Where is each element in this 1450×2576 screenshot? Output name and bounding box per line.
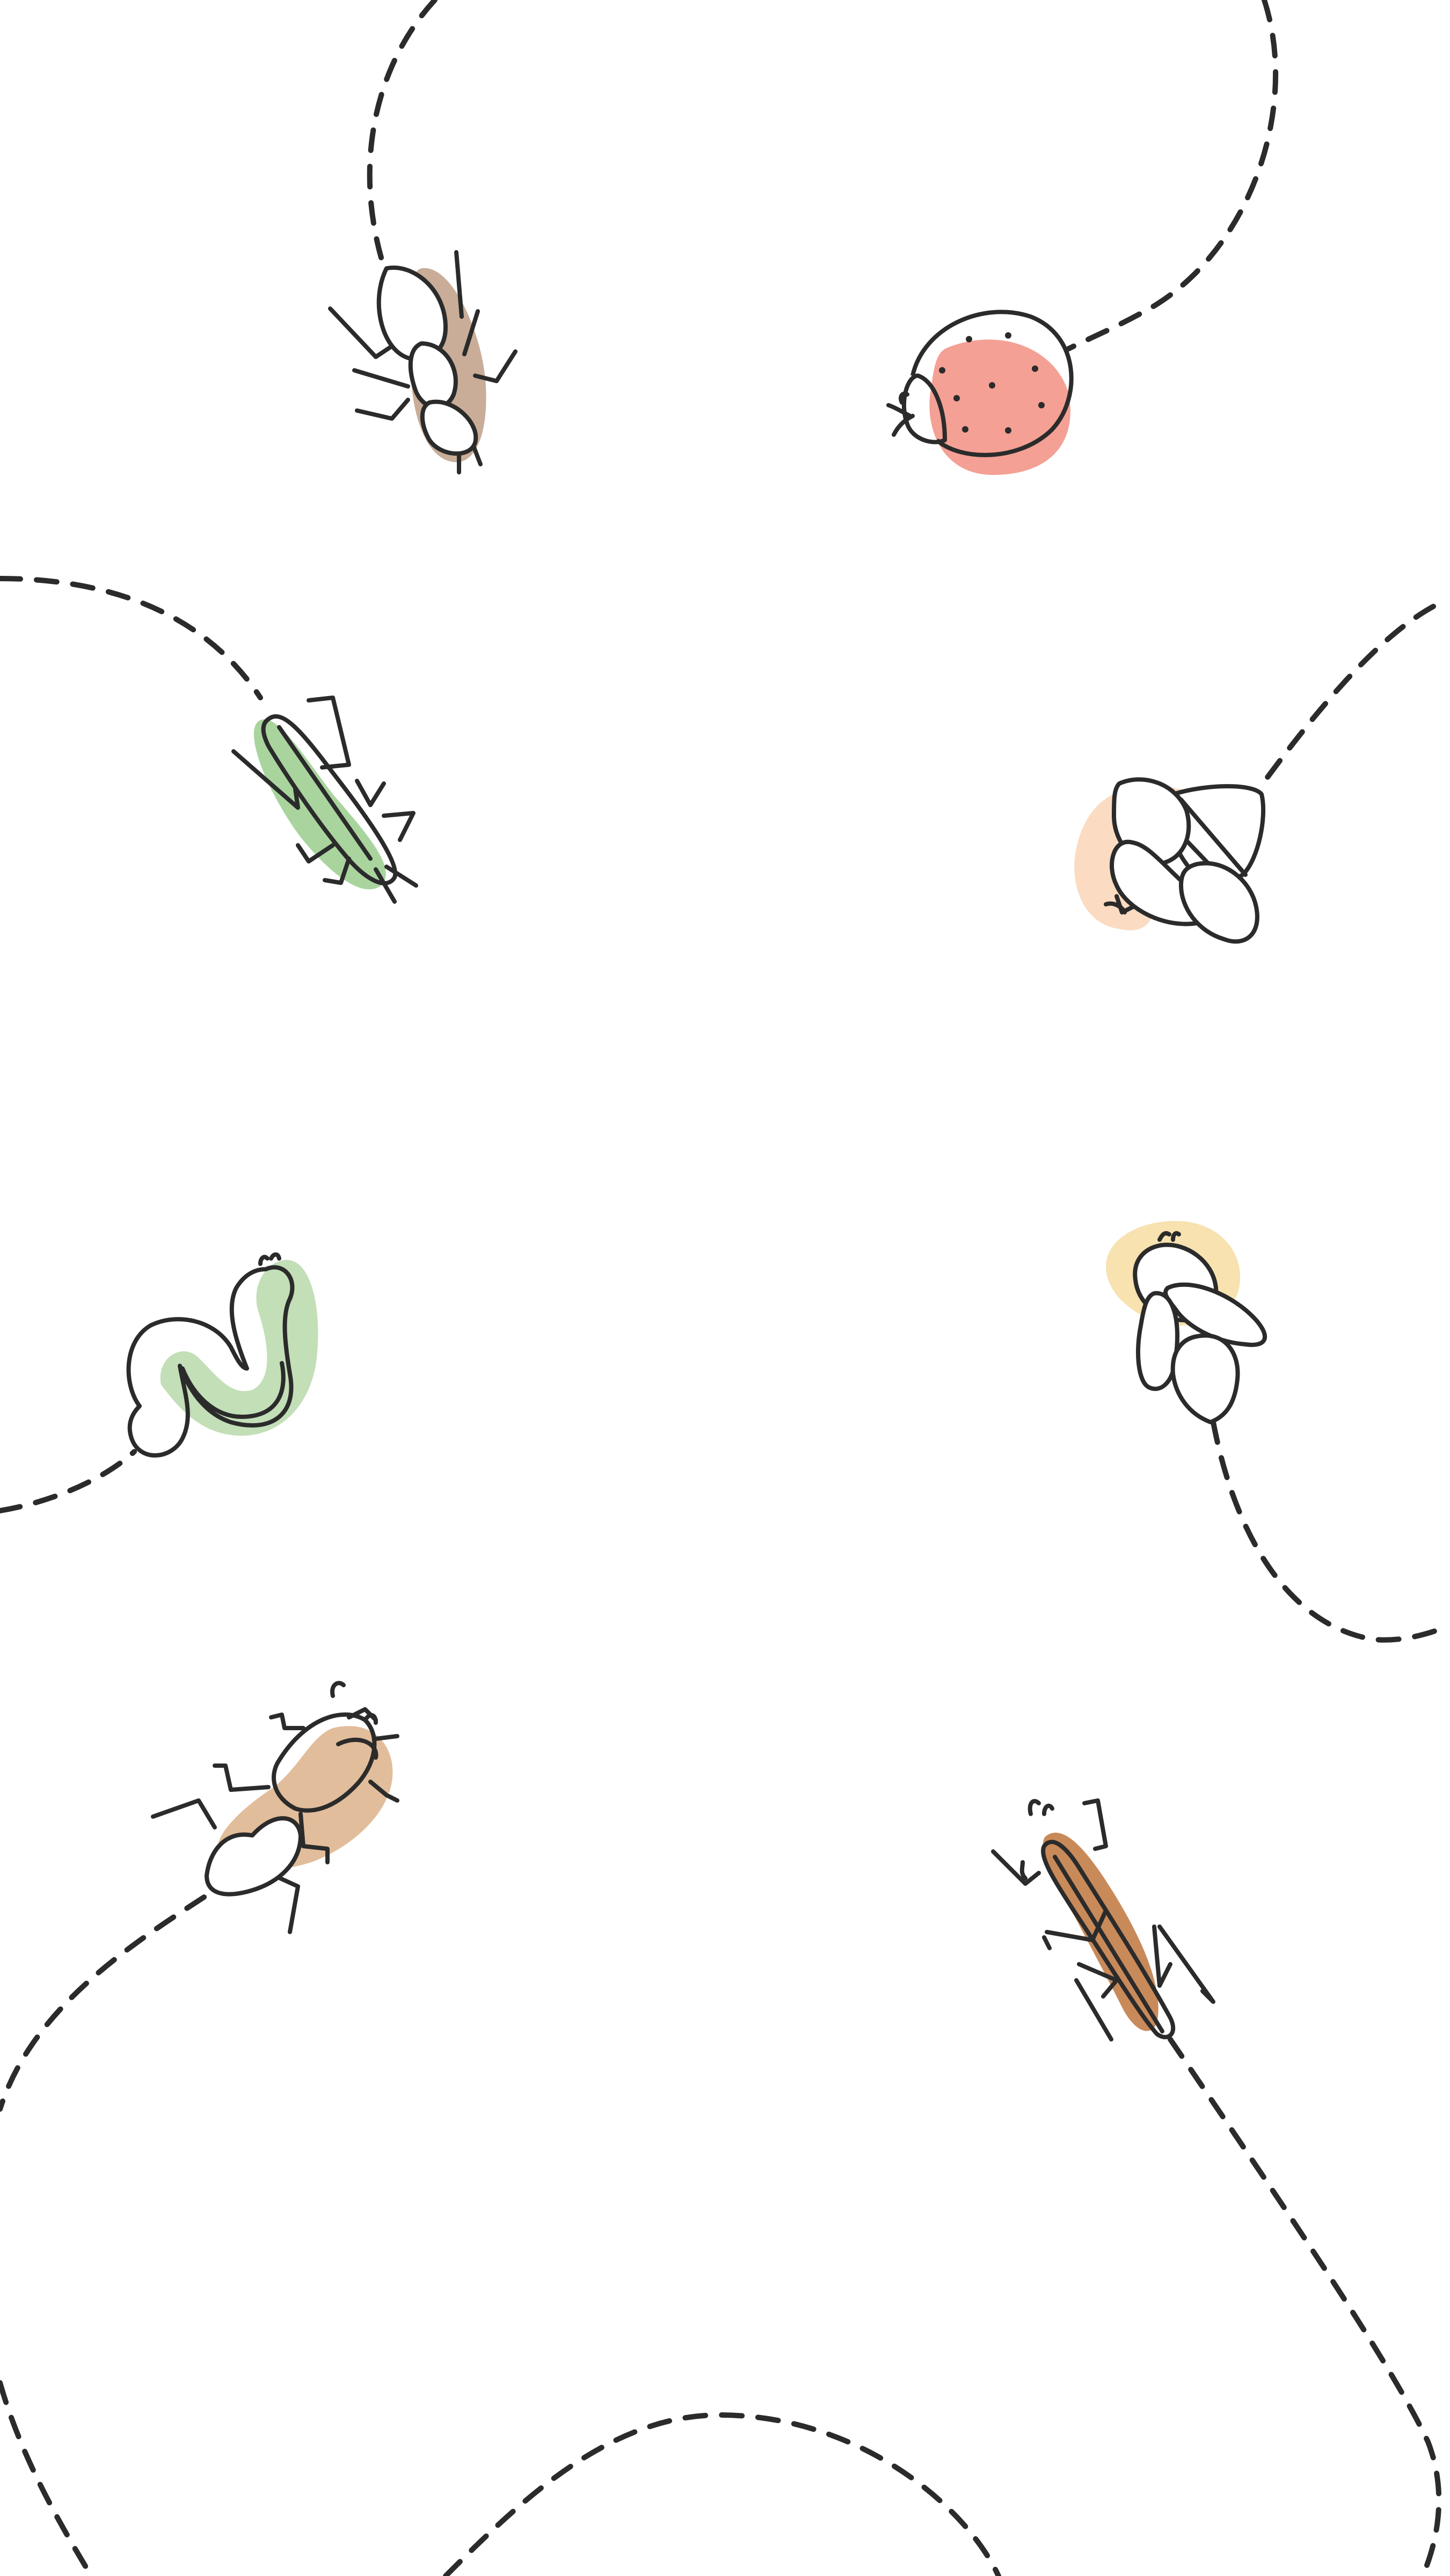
trail-bottom-center — [443, 2412, 1001, 2576]
stick-bug-icon — [991, 1798, 1215, 2041]
trail-stick-bug — [1168, 2037, 1442, 2576]
trail-ant — [367, 0, 438, 260]
trail-bee — [1256, 604, 1436, 792]
ant-icon — [328, 250, 518, 474]
beetle-icon — [151, 1681, 399, 1934]
trail-grasshopper — [0, 576, 263, 700]
trail-worm — [0, 1449, 137, 1513]
trail-ladybug — [1066, 0, 1279, 352]
worm-icon — [126, 1252, 318, 1458]
bee-icon — [1074, 777, 1266, 944]
trail-beetle — [0, 1894, 207, 2112]
grasshopper-icon — [231, 696, 418, 904]
trail-firefly — [1211, 1419, 1450, 1643]
firefly-icon — [1106, 1221, 1267, 1424]
trail-bottom-left — [0, 2380, 94, 2576]
ladybug-icon — [886, 310, 1074, 475]
